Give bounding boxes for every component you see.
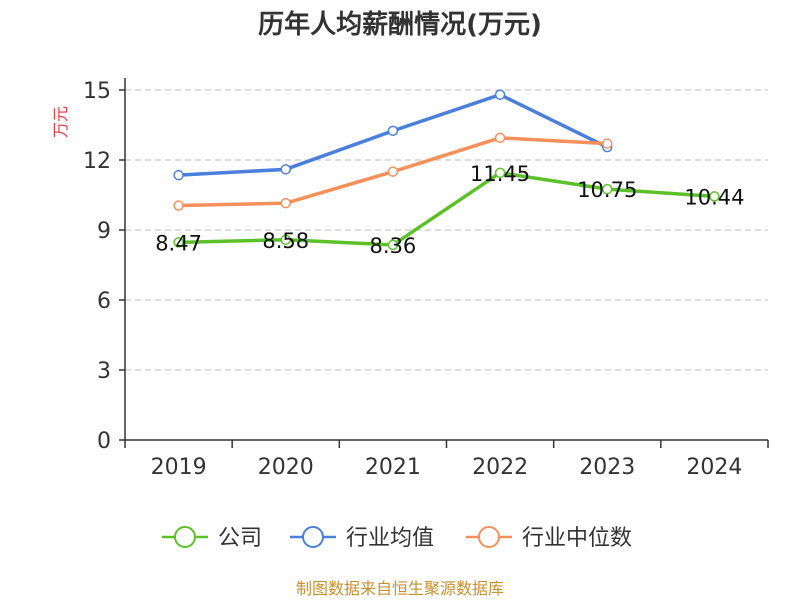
series-2	[173, 132, 613, 211]
legend: 公司 行业均值 行业中位数	[162, 526, 632, 551]
y-axis-label: 万元	[51, 106, 70, 138]
x-tick-label-2022: 2022	[472, 455, 528, 480]
point-1-2020	[280, 164, 291, 175]
legend-swatch-marker-2	[478, 526, 500, 548]
chart-title: 历年人均薪酬情况(万元)	[258, 9, 542, 40]
legend-swatch-marker-1	[302, 526, 324, 548]
point-0-2021	[387, 239, 399, 251]
point-0-2020	[280, 234, 291, 246]
axes: 0 3 6 9 12 15 2019 2020 2021 2022 2023 2024	[83, 78, 769, 480]
y-tick-label-6: 6	[97, 289, 111, 314]
point-2-2021	[387, 166, 399, 177]
data-label-2022: 11.45	[470, 162, 530, 186]
x-tick-label-2024: 2024	[686, 455, 742, 480]
data-label-2021: 8.36	[370, 234, 417, 258]
y-tick-label-9: 9	[97, 219, 111, 244]
source-note: 制图数据来自恒生聚源数据库	[296, 579, 504, 598]
legend-item-0[interactable]: 公司	[162, 526, 262, 551]
point-0-2024	[709, 191, 720, 202]
point-0-2022	[494, 167, 506, 179]
x-tick-label-2020: 2020	[258, 455, 314, 480]
point-1-2022	[494, 89, 506, 100]
data-labels: 8.47 8.58 8.36 11.45 10.75 10.44	[155, 162, 744, 258]
y-tick-label-3: 3	[97, 359, 111, 384]
series-0	[173, 167, 720, 251]
data-label-2024: 10.44	[684, 185, 744, 209]
legend-label-1: 行业均值	[346, 526, 434, 551]
legend-swatch-marker-0	[174, 526, 196, 548]
legend-item-1[interactable]: 行业均值	[290, 526, 434, 551]
grid	[125, 89, 768, 371]
point-2-2020	[280, 197, 291, 209]
point-1-2021	[387, 125, 399, 137]
x-tick-label-2023: 2023	[579, 455, 635, 480]
point-0-2023	[602, 183, 613, 195]
point-2-2023	[602, 138, 613, 149]
point-0-2019	[173, 237, 184, 248]
x-tick-label-2021: 2021	[365, 455, 421, 480]
point-2-2019	[173, 200, 184, 211]
series-line-0	[178, 171, 715, 247]
data-label-2023: 10.75	[577, 178, 637, 202]
data-label-2019: 8.47	[155, 231, 202, 255]
point-2-2022	[494, 132, 506, 144]
legend-label-0: 公司	[218, 526, 262, 551]
x-tick-label-2019: 2019	[151, 455, 207, 480]
y-tick-label-0: 0	[97, 429, 111, 454]
y-tick-label-15: 15	[83, 79, 111, 104]
y-tick-label-12: 12	[83, 149, 111, 174]
series-1	[173, 89, 613, 181]
data-label-2020: 8.58	[262, 229, 309, 253]
series-layer	[173, 89, 720, 251]
legend-item-2[interactable]: 行业中位数	[466, 526, 632, 551]
legend-label-2: 行业中位数	[522, 526, 632, 551]
point-1-2019	[173, 169, 184, 181]
